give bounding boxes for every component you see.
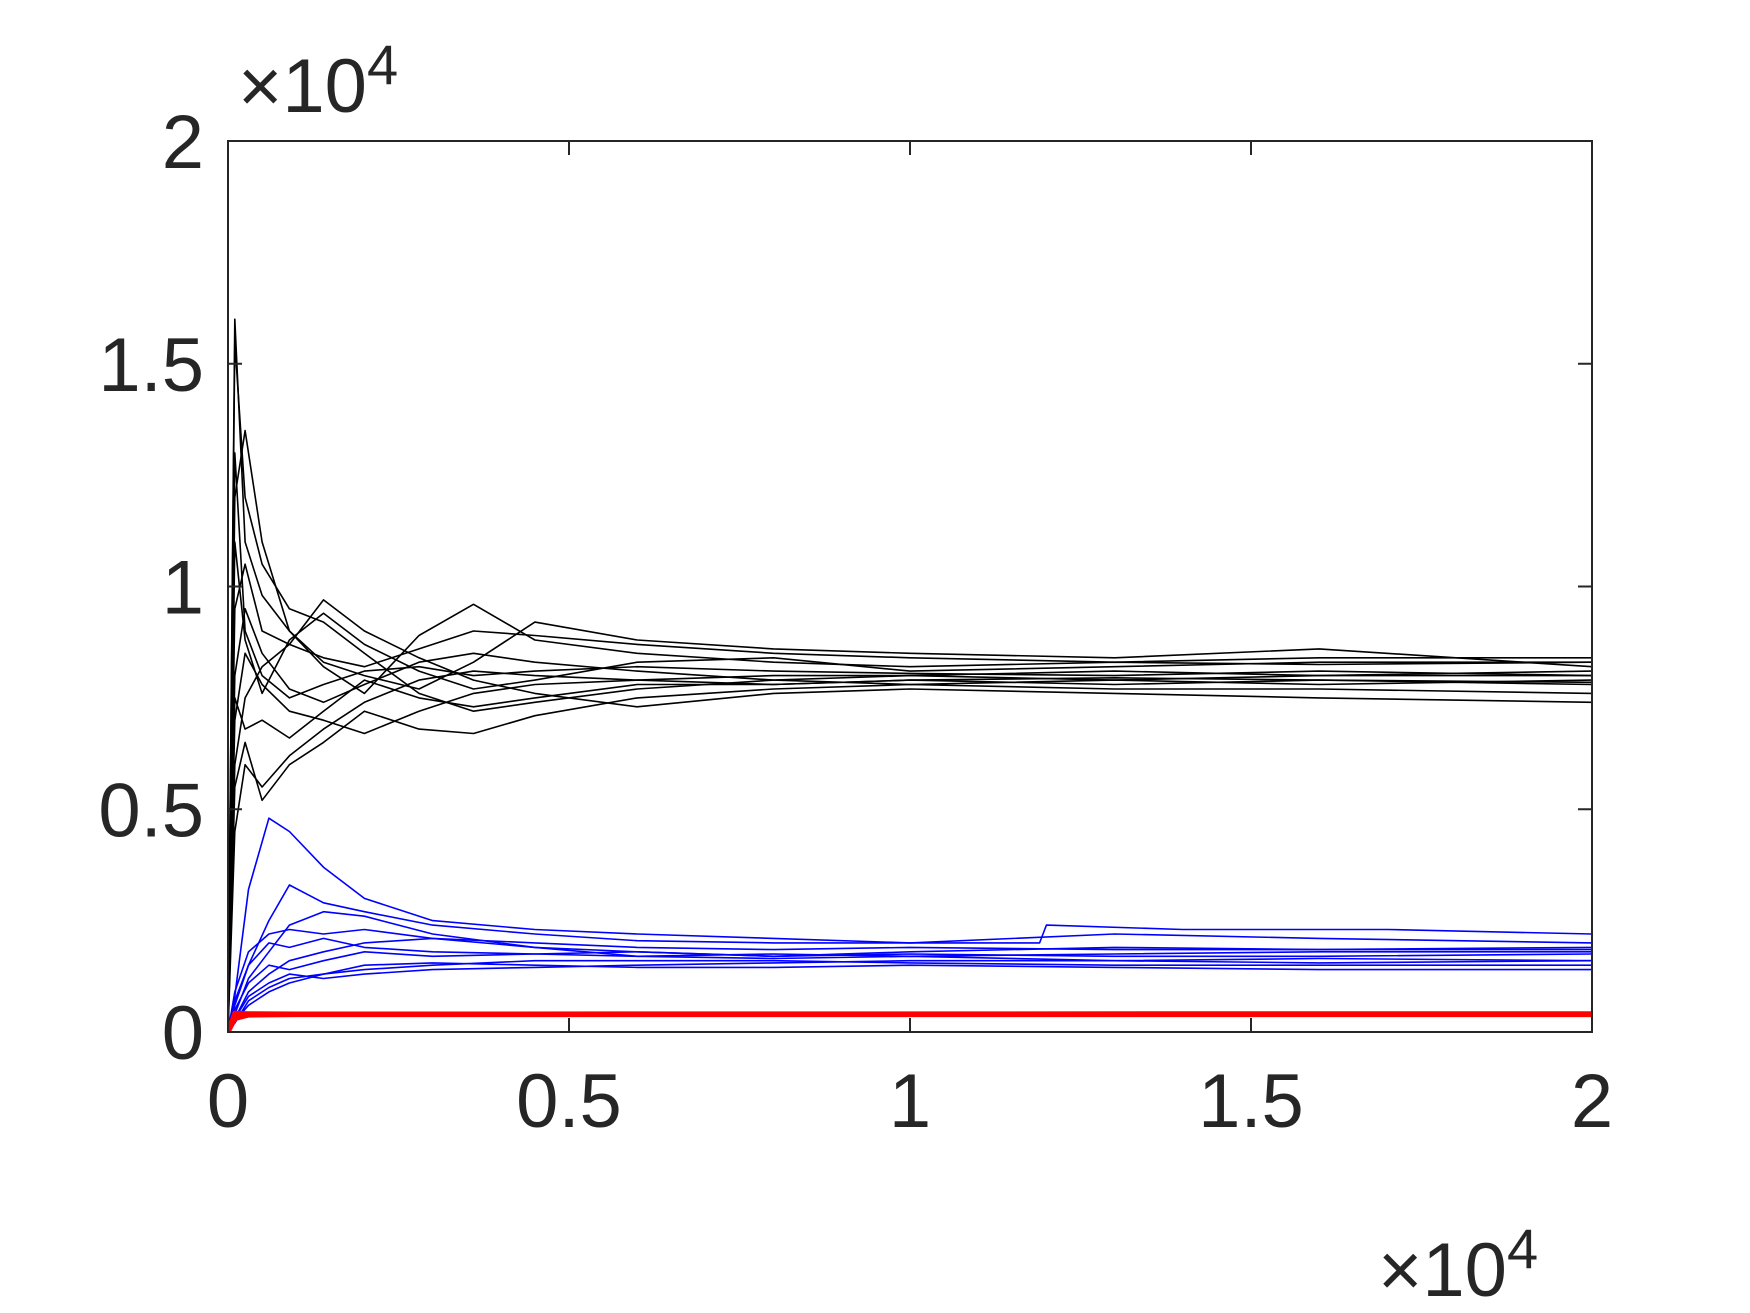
y-tick-label: 0.5 — [98, 768, 204, 853]
series-line-upper-8 — [228, 670, 1592, 1032]
y-tick-label: 1 — [162, 546, 204, 631]
y-exponent-base: 10 — [282, 44, 367, 129]
axis-tick-labels: 0 0.5 1 1.5 2 0 0.5 1 1.5 2 — [98, 100, 1613, 1144]
series-line-upper-1 — [228, 318, 1592, 1032]
x-tick-label: 0 — [207, 1059, 249, 1144]
y-exponent-times: × — [238, 44, 282, 129]
series-line-middle-10 — [228, 928, 1592, 1032]
series-line-upper-11 — [228, 541, 1592, 1032]
y-tick-label: 1.5 — [98, 323, 204, 408]
series-line-middle-9 — [228, 962, 1592, 1032]
series-line-upper-6 — [228, 630, 1592, 1032]
x-exponent-power: 4 — [1507, 1217, 1538, 1280]
axis-ticks — [227, 140, 1593, 1033]
series-line-upper-2 — [228, 340, 1592, 1032]
series-line-middle-7 — [228, 959, 1592, 1032]
x-exponent-times: × — [1378, 1228, 1422, 1313]
series-line-middle-8 — [228, 937, 1592, 1032]
y-tick-label: 2 — [162, 100, 204, 185]
x-tick-label: 0.5 — [516, 1059, 622, 1144]
series-line-upper-12 — [228, 676, 1592, 1032]
series-group-middle — [228, 817, 1592, 1032]
x-axis-exponent-label: ×104 — [1378, 1217, 1538, 1313]
axes-frame — [227, 140, 1593, 1033]
plot-area — [228, 318, 1592, 1032]
series-line-upper-5 — [228, 652, 1592, 1032]
x-tick-label: 1.5 — [1198, 1059, 1304, 1144]
series-line-upper-9 — [228, 452, 1592, 1032]
x-tick-label: 2 — [1571, 1059, 1613, 1144]
series-line-middle-1 — [228, 817, 1592, 1032]
series-line-middle-5 — [228, 959, 1592, 1032]
y-tick-label: 0 — [162, 991, 204, 1076]
y-axis-exponent-label: ×104 — [238, 33, 398, 129]
series-line-middle-2 — [228, 884, 1592, 1032]
series-group-upper — [228, 318, 1592, 1032]
series-group-lower — [228, 1010, 1592, 1032]
x-exponent-base: 10 — [1422, 1228, 1507, 1313]
series-line-lower-3 — [228, 1010, 1592, 1032]
y-exponent-power: 4 — [367, 33, 398, 96]
series-line-upper-4 — [228, 563, 1592, 1032]
x-tick-label: 1 — [889, 1059, 931, 1144]
series-line-upper-10 — [228, 607, 1592, 1032]
series-line-upper-3 — [228, 429, 1592, 1032]
series-line-upper-7 — [228, 683, 1592, 1032]
